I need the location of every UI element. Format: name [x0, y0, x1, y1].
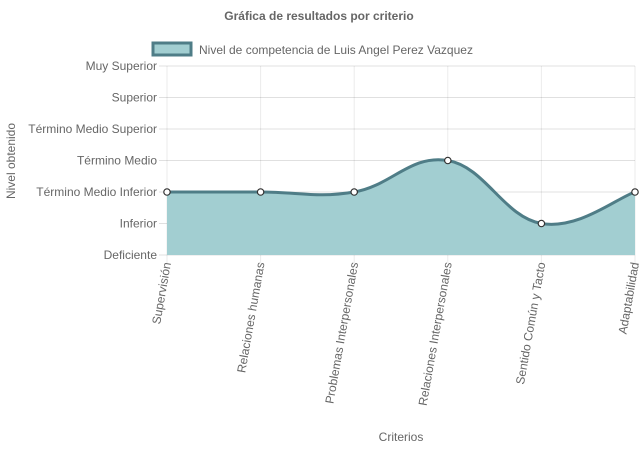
data-point[interactable] [163, 188, 171, 196]
y-tick-label: Término Medio Inferior [36, 185, 157, 199]
series-line [166, 158, 636, 226]
data-point[interactable] [443, 156, 452, 165]
x-tick-label: Sentido Común y Tacto [513, 261, 548, 386]
data-point[interactable] [631, 188, 639, 196]
y-tick-label: Término Medio Superior [28, 122, 157, 136]
y-axis-title: Nivel obtenido [4, 123, 18, 199]
y-tick-label: Inferior [120, 217, 157, 231]
legend-swatch [151, 41, 193, 57]
y-axis-ticks: Deficiente Inferior Término Medio Inferior… [28, 59, 157, 262]
x-tick-label: Relaciones Interpersonales [416, 261, 455, 407]
data-point[interactable] [537, 219, 546, 228]
legend[interactable]: Nivel de competencia de Luis Angel Perez… [151, 41, 473, 57]
data-points [163, 156, 639, 228]
y-tick-label: Superior [112, 91, 157, 105]
y-tick-label: Muy Superior [86, 59, 157, 73]
y-tick-label: Deficiente [104, 248, 158, 262]
legend-label: Nivel de competencia de Luis Angel Perez… [199, 43, 473, 57]
x-axis-title: Criterios [379, 430, 424, 444]
data-point[interactable] [350, 188, 359, 196]
x-tick-label: Problemas Interpersonales [322, 261, 361, 405]
x-tick-label: Relaciones humanas [234, 261, 267, 374]
x-tick-label: Supervisión [149, 261, 174, 325]
series-area [166, 158, 636, 255]
x-tick-label: Adaptabilidad [616, 261, 639, 335]
data-point[interactable] [256, 188, 265, 196]
chart-title: Gráfica de resultados por criterio [224, 9, 413, 23]
x-axis-ticks: Supervisión Relaciones humanas Problemas I… [149, 261, 639, 407]
y-tick-label: Término Medio [77, 154, 157, 168]
series-area-fill [167, 159, 635, 255]
